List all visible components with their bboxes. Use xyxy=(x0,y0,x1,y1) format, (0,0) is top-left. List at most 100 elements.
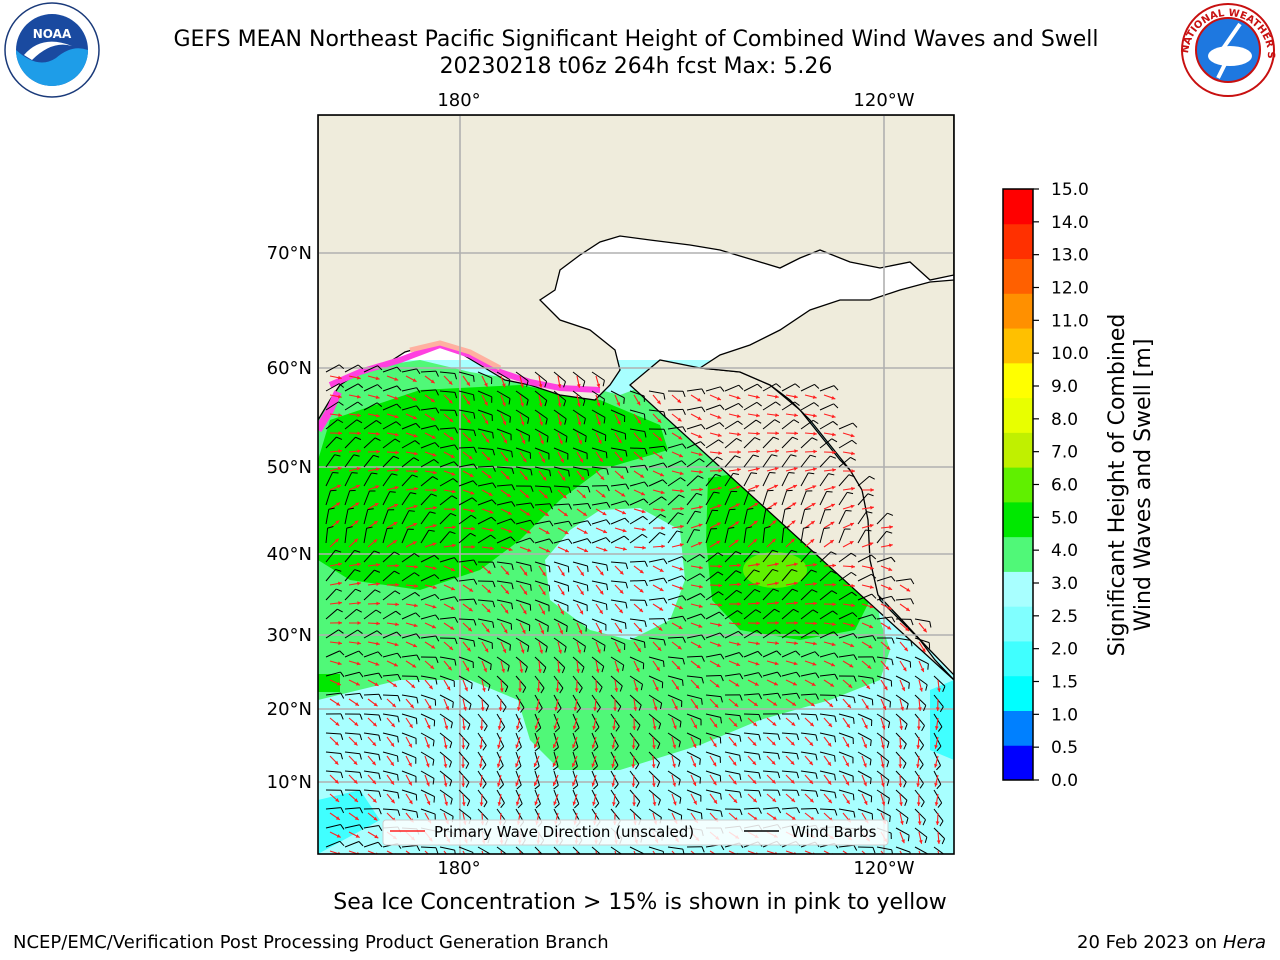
wind-barb-flag xyxy=(397,674,402,681)
wind-barb xyxy=(629,770,640,784)
colorbar-tick-label: 8.0 xyxy=(1051,410,1078,430)
wind-barb xyxy=(648,713,661,724)
wave-direction-arrowhead xyxy=(636,401,641,406)
wind-barb-flag xyxy=(354,549,361,553)
wind-barb-flag xyxy=(527,645,530,652)
wave-direction-arrowhead xyxy=(850,504,855,509)
wind-barb xyxy=(781,569,793,582)
wind-barb-flag xyxy=(773,436,780,440)
wind-barb xyxy=(895,846,911,853)
wind-barb-flag xyxy=(793,608,799,613)
wind-barb xyxy=(743,509,748,525)
wind-barb-flag xyxy=(547,625,549,632)
wind-barb xyxy=(819,385,835,392)
wave-direction-arrowhead xyxy=(793,394,798,399)
wind-barb-flag xyxy=(378,825,383,831)
wind-barb-flag xyxy=(622,855,623,861)
wind-barb-flag xyxy=(869,778,872,785)
wind-barb xyxy=(648,558,664,563)
wind-barb xyxy=(553,428,568,437)
wave-direction-arrowhead xyxy=(832,563,836,568)
wave-direction-arrowhead xyxy=(432,542,437,547)
wind-barb-flag xyxy=(534,766,540,771)
wave-direction-arrowhead xyxy=(413,433,418,438)
wind-barb-flag xyxy=(755,609,762,614)
wind-barb-flag xyxy=(499,746,505,752)
wind-barb-flag xyxy=(530,519,535,526)
wave-direction-arrowhead xyxy=(692,743,697,748)
wind-barb xyxy=(629,447,646,450)
wind-barb xyxy=(439,732,453,743)
wind-barb-flag xyxy=(393,551,400,556)
wave-direction-arrowhead xyxy=(846,723,850,728)
wind-barb xyxy=(800,789,816,792)
colorbar-tick-label: 0.5 xyxy=(1051,738,1078,758)
wave-direction-arrowhead xyxy=(697,644,702,648)
wind-barb xyxy=(819,570,832,582)
wave-direction-arrowhead xyxy=(452,507,456,512)
wind-barb xyxy=(933,694,944,708)
wind-barb-flag xyxy=(830,570,837,575)
wind-barb xyxy=(838,808,854,813)
wave-direction-arrowhead xyxy=(462,726,466,730)
map-legend: Primary Wave Direction (unscaled) Wind B… xyxy=(382,819,889,846)
wind-barb-flag xyxy=(920,801,925,808)
wind-barb xyxy=(439,461,455,468)
wave-direction-arrowhead xyxy=(463,706,467,711)
wind-barb-flag xyxy=(606,485,610,492)
wave-direction-arrowhead xyxy=(450,606,455,610)
wind-barb-flag xyxy=(644,600,648,607)
wave-direction-arrowhead xyxy=(631,745,636,749)
wind-barb-flag xyxy=(526,399,529,406)
wind-barb xyxy=(648,514,661,525)
wind-barb xyxy=(591,371,605,381)
wave-direction-arrowhead xyxy=(622,546,627,551)
wind-barb xyxy=(667,595,683,601)
wave-direction-arrowhead xyxy=(863,744,867,749)
wind-barb-flag xyxy=(678,494,685,499)
wave-direction-arrowhead xyxy=(482,687,486,692)
wind-barb xyxy=(458,637,474,642)
wind-barb xyxy=(496,675,509,687)
wave-direction-arrowhead xyxy=(376,621,380,626)
wave-direction-arrowhead xyxy=(515,744,520,749)
wave-direction-arrowhead xyxy=(755,661,760,666)
wind-barb-flag xyxy=(516,784,522,790)
wave-direction-arrowhead xyxy=(336,502,341,507)
wave-direction-arrowhead xyxy=(519,859,523,863)
wave-direction-arrowhead xyxy=(354,722,359,726)
wind-barb xyxy=(705,491,715,506)
wave-direction-arrowhead xyxy=(375,467,380,472)
wave-direction-arrowhead xyxy=(552,762,557,767)
wind-barb xyxy=(838,789,854,795)
wave-direction-arrowhead xyxy=(831,395,836,400)
wind-barb xyxy=(743,490,750,506)
wind-barb xyxy=(724,770,740,775)
wind-barb-flag xyxy=(625,582,629,589)
wind-barb-flag xyxy=(656,762,660,769)
wind-barb-flag xyxy=(939,706,944,713)
wind-barb xyxy=(420,511,431,525)
wave-direction-arrowhead xyxy=(935,707,940,711)
wind-barb xyxy=(838,492,848,506)
wind-barb xyxy=(724,610,738,620)
wind-barb xyxy=(667,846,683,850)
wind-barb-flag xyxy=(758,714,762,721)
wave-direction-arrowhead xyxy=(469,568,474,573)
wind-barb xyxy=(496,390,511,399)
wind-barb xyxy=(477,713,488,727)
wind-barb xyxy=(800,651,816,658)
wave-direction-arrowhead xyxy=(640,491,645,496)
wave-direction-arrowhead xyxy=(898,783,903,787)
wave-direction-arrowhead xyxy=(597,421,601,426)
wave-direction-arrowhead xyxy=(414,584,418,588)
wind-barb xyxy=(344,401,358,411)
wind-barb xyxy=(572,520,588,525)
wind-barb-flag xyxy=(328,507,335,510)
wind-barb xyxy=(420,389,436,392)
wind-barb xyxy=(553,466,569,471)
wind-barb-flag xyxy=(699,554,705,559)
wind-barb-flag xyxy=(758,672,763,678)
wind-barb-flag xyxy=(663,393,666,400)
wave-direction-arrowhead xyxy=(652,725,657,730)
